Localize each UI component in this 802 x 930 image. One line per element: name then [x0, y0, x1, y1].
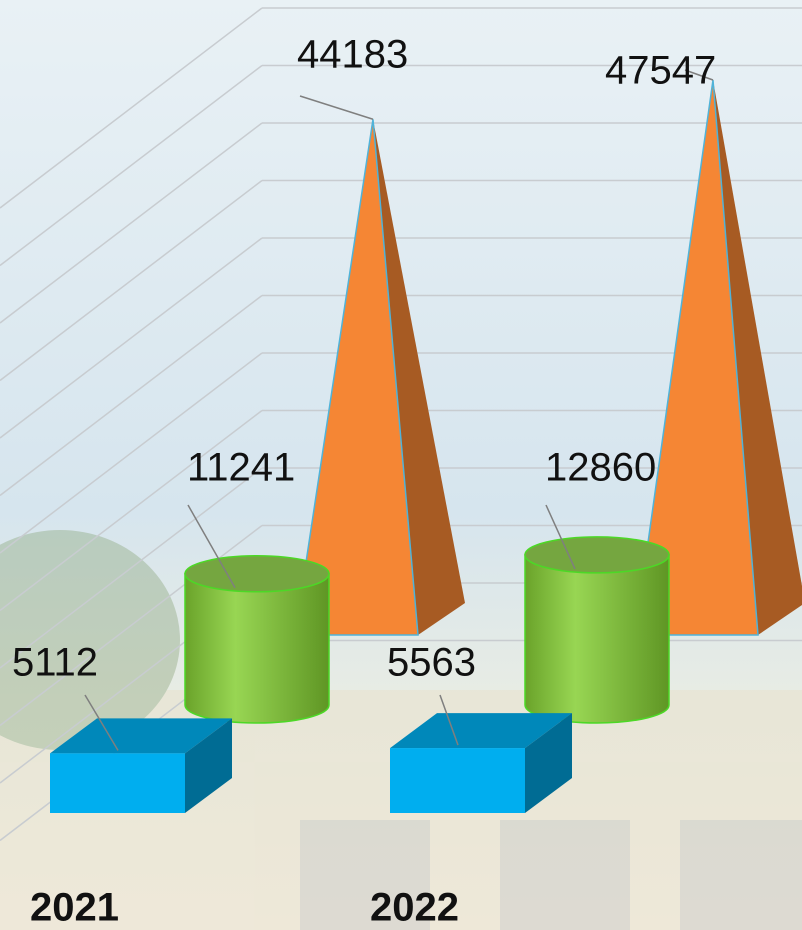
cylinder: [185, 556, 329, 723]
data-label: 44183: [297, 33, 408, 77]
x-tick-label: 2021: [30, 886, 119, 930]
cylinder: [525, 537, 669, 723]
box: [390, 713, 572, 813]
data-label: 11241: [187, 446, 295, 490]
chart: 2021 2022 44183 11241 5112 47547 12860 5563: [0, 0, 802, 930]
cylinder-body: [525, 555, 669, 723]
cylinder-top: [185, 556, 329, 592]
data-label: 5563: [387, 641, 476, 685]
data-label: 12860: [545, 446, 656, 490]
cylinder-body: [185, 574, 329, 723]
data-label: 47547: [605, 49, 716, 93]
cylinder-top: [525, 537, 669, 573]
box-front: [390, 748, 525, 813]
box-front: [50, 753, 185, 813]
page: 202120224418311241511247547128605563 (()…: [0, 0, 802, 930]
data-label: 5112: [12, 641, 98, 685]
x-tick-label: 2022: [370, 886, 459, 930]
